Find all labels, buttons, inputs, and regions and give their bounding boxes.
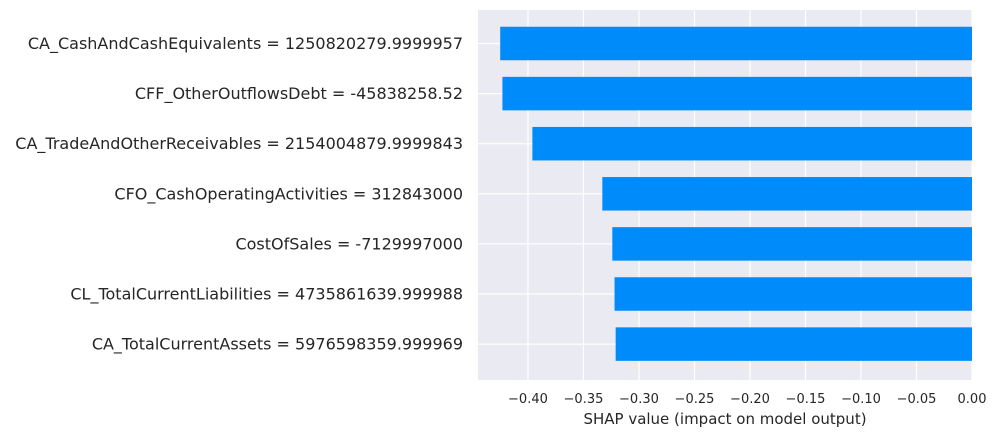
x-tick-label-4: −0.20 xyxy=(730,392,770,407)
bars xyxy=(500,26,972,361)
bar-4 xyxy=(612,227,972,261)
x-tick-label-8: 0.00 xyxy=(958,392,987,407)
category-label-0: CA_CashAndCashEquivalents = 1250820279.9… xyxy=(28,34,463,54)
bar-3 xyxy=(602,177,972,211)
bar-5 xyxy=(614,277,972,311)
category-label-2: CA_TradeAndOtherReceivables = 2154004879… xyxy=(15,134,463,154)
x-tick-label-3: −0.25 xyxy=(675,392,715,407)
x-axis-label: SHAP value (impact on model output) xyxy=(583,410,866,428)
x-tick-labels: −0.40 −0.35 −0.30 −0.25 −0.20 −0.15 −0.10 −0.05… xyxy=(508,392,986,407)
x-tick-label-6: −0.10 xyxy=(841,392,881,407)
bar-0 xyxy=(500,26,972,61)
category-label-3: CFO_CashOperatingActivities = 312843000 xyxy=(114,184,463,204)
category-label-4: CostOfSales = -7129997000 xyxy=(235,234,463,253)
category-label-6: CA_TotalCurrentAssets = 5976598359.99996… xyxy=(92,335,463,355)
bar-6 xyxy=(615,327,972,361)
x-tick-label-0: −0.40 xyxy=(508,392,548,407)
x-tick-label-2: −0.30 xyxy=(619,392,659,407)
bar-2 xyxy=(532,126,972,161)
x-tick-label-7: −0.05 xyxy=(897,392,937,407)
category-label-5: CL_TotalCurrentLiabilities = 4735861639.… xyxy=(70,285,463,305)
x-tick-label-5: −0.15 xyxy=(786,392,826,407)
category-labels: CA_CashAndCashEquivalents = 1250820279.9… xyxy=(15,34,463,355)
category-label-1: CFF_OtherOutflowsDebt = -45838258.52 xyxy=(135,84,463,104)
x-tick-label-1: −0.35 xyxy=(564,392,604,407)
bar-1 xyxy=(502,76,972,111)
